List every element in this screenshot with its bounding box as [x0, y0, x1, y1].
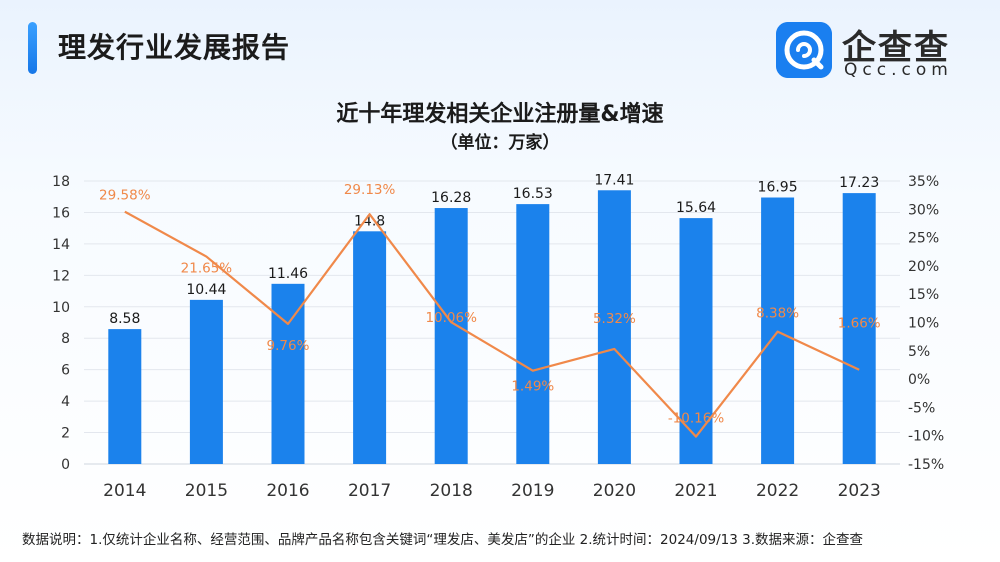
x-tick-label: 2014: [103, 481, 146, 501]
bar: [189, 299, 223, 464]
y-right-tick-label: 35%: [908, 174, 939, 190]
y-left-tick-label: 14: [52, 237, 70, 253]
chart-title: 近十年理发相关企业注册量&增速: [336, 102, 664, 127]
y-right-tick-label: 20%: [908, 259, 939, 275]
y-left-tick-label: 6: [61, 363, 70, 379]
y-right-tick-label: -10%: [908, 429, 944, 445]
y-right-tick-label: 30%: [908, 202, 939, 218]
x-tick-label: 2020: [593, 481, 636, 501]
bar-value-label: 15.64: [676, 200, 716, 216]
y-left-tick-label: 12: [52, 268, 70, 284]
bar-value-label: 16.28: [431, 190, 471, 206]
growth-rate-label: 1.66%: [838, 316, 881, 332]
x-tick-label: 2022: [756, 481, 799, 501]
x-tick-label: 2023: [838, 481, 881, 501]
growth-rate-label: 1.49%: [511, 379, 554, 395]
footnote: 数据说明：1.仅统计企业名称、经营范围、品牌产品名称包含关键词“理发店、美发店”…: [22, 532, 864, 548]
bar: [434, 208, 468, 464]
x-tick-label: 2017: [348, 481, 391, 501]
bar: [516, 204, 550, 464]
qcc-logo: 企查查 Qcc.com: [776, 22, 976, 82]
y-left-tick-label: 18: [52, 174, 70, 190]
growth-rate-label: 29.13%: [344, 182, 396, 198]
bar: [679, 218, 713, 464]
y-left-tick-label: 10: [52, 300, 70, 316]
x-tick-label: 2015: [185, 481, 228, 501]
growth-rate-label: 5.32%: [593, 311, 636, 327]
bar-value-label: 17.23: [839, 175, 879, 191]
y-right-tick-label: 5%: [908, 344, 930, 360]
bar-value-label: 16.53: [513, 186, 553, 202]
y-left-tick-label: 4: [61, 394, 70, 410]
bar-value-label: 11.46: [268, 266, 308, 282]
header-accent-bar: [28, 22, 37, 74]
y-right-tick-label: 10%: [908, 316, 939, 332]
bar-value-label: 17.41: [594, 172, 634, 188]
logo-name-cn: 企查查: [842, 28, 950, 68]
growth-rate-label: -10.16%: [668, 411, 725, 427]
x-tick-label: 2019: [511, 481, 554, 501]
bar: [842, 193, 876, 464]
bar: [271, 283, 305, 464]
bar-value-label: 8.58: [109, 311, 140, 327]
logo-name-en: Qcc.com: [844, 60, 953, 80]
y-right-tick-label: -5%: [908, 400, 935, 416]
bar: [597, 190, 631, 464]
y-left-tick-label: 0: [61, 457, 70, 473]
bar: [108, 329, 142, 464]
x-tick-label: 2021: [674, 481, 717, 501]
y-left-tick-label: 2: [61, 426, 70, 442]
chart-unit: （单位：万家）: [440, 133, 560, 153]
growth-rate-label: 21.65%: [181, 261, 233, 277]
bar-value-label: 10.44: [186, 282, 226, 298]
growth-rate-label: 10.06%: [425, 310, 477, 326]
report-title: 理发行业发展报告: [58, 31, 291, 64]
bar: [353, 231, 387, 464]
growth-rate-label: 9.76%: [267, 338, 310, 354]
y-right-tick-label: 15%: [908, 287, 939, 303]
bar-value-label: 16.95: [758, 180, 798, 196]
y-right-tick-label: 25%: [908, 231, 939, 247]
x-tick-label: 2016: [266, 481, 309, 501]
y-left-tick-label: 8: [61, 331, 70, 347]
x-tick-label: 2018: [430, 481, 473, 501]
growth-rate-label: 8.38%: [756, 306, 799, 322]
y-right-tick-label: 0%: [908, 372, 930, 388]
growth-rate-line: [124, 210, 860, 438]
y-right-tick-label: -15%: [908, 457, 944, 473]
growth-rate-label: 29.58%: [99, 188, 151, 204]
y-left-tick-label: 16: [52, 205, 70, 221]
qcc-logo-icon: [776, 22, 832, 78]
